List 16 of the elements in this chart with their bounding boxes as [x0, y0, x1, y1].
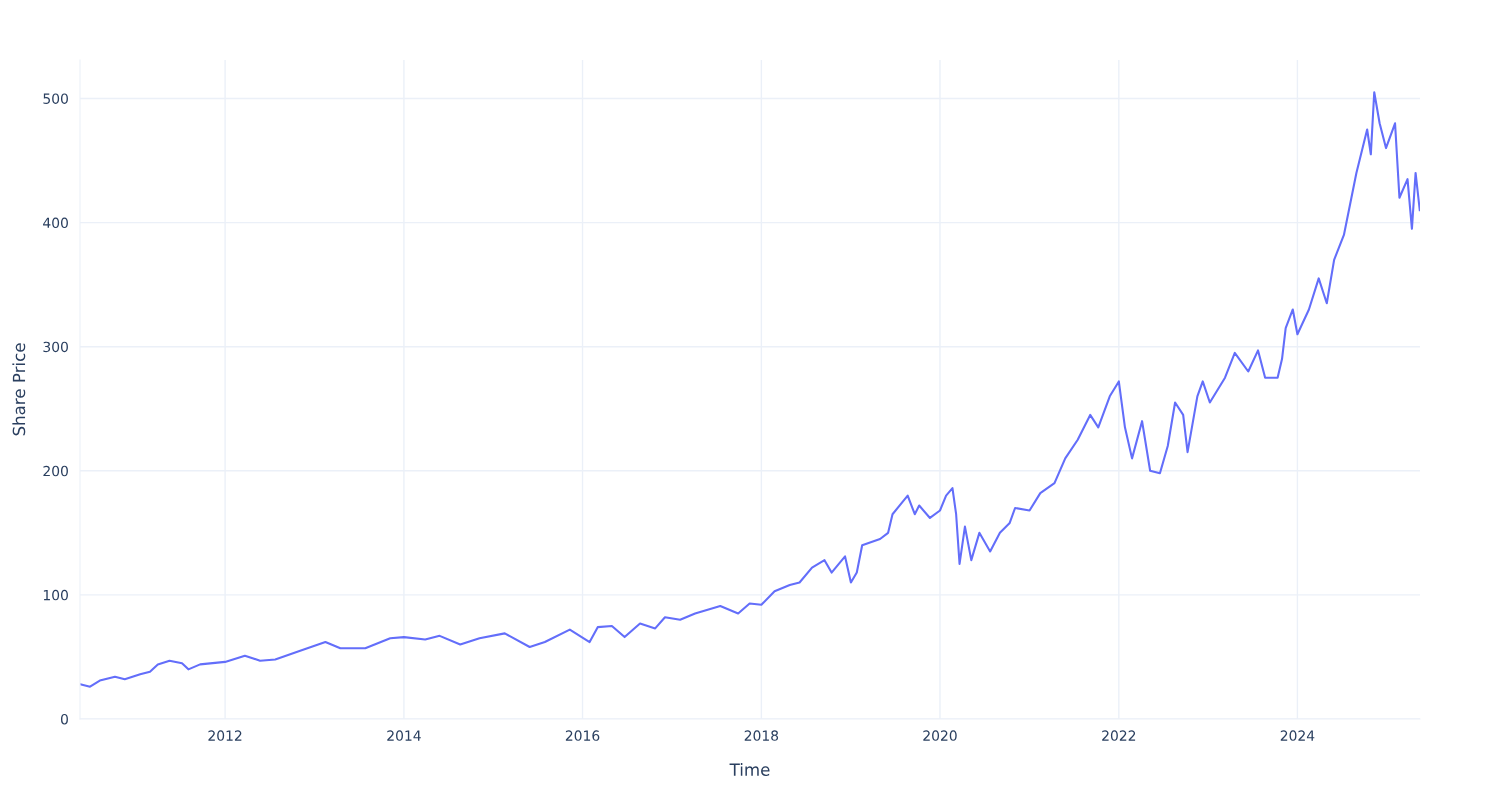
x-tick-label: 2014	[387, 730, 421, 741]
line-series	[80, 91, 1420, 688]
y-tick-label: 400	[43, 217, 68, 229]
x-tick-label: 2012	[208, 730, 242, 741]
x-tick-label: 2016	[565, 730, 600, 741]
y-tick-label: 500	[43, 93, 68, 104]
y-tick-label: 200	[43, 465, 68, 477]
y-tick-label: 100	[43, 589, 68, 601]
x-tick-label: 2018	[744, 730, 779, 741]
y-tick-label: 300	[43, 341, 68, 353]
y-axis-title: Share Price	[12, 343, 26, 436]
x-tick-label: 2024	[1280, 730, 1315, 741]
x-tick-label: 2022	[1102, 730, 1136, 741]
x-tick-label: 2020	[923, 730, 957, 741]
x-axis-title: Time	[729, 763, 770, 776]
y-tick-label: 0	[60, 713, 68, 725]
